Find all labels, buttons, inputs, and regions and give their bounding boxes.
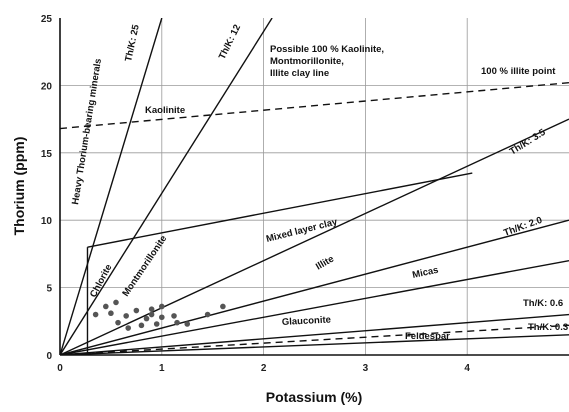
illite-point-label: 100 % illite point xyxy=(481,66,556,77)
ratio-line xyxy=(60,18,273,355)
region-chlorite: Chlorite xyxy=(88,263,115,300)
plot-frame xyxy=(59,18,569,356)
data-point xyxy=(103,303,109,310)
region-micas: Micas xyxy=(411,265,439,281)
clay-line-label: Possible 100 % Kaolinite, Montmorillonite… xyxy=(270,44,384,79)
data-point xyxy=(92,311,99,318)
y-tick-label: 20 xyxy=(41,81,53,92)
y-tick-label: 5 xyxy=(46,284,52,295)
data-point xyxy=(148,311,155,318)
y-tick-label: 10 xyxy=(41,216,53,227)
data-point xyxy=(220,303,226,310)
line-label-th-k-12: Th/K: 12 xyxy=(217,23,243,62)
ratio-lines xyxy=(60,18,569,355)
data-point xyxy=(159,314,165,321)
ratio-line xyxy=(60,259,569,355)
ratio-line xyxy=(60,18,163,355)
line-label-th-k-2-0: Th/K: 2.0 xyxy=(502,215,543,239)
data-point xyxy=(143,315,150,322)
data-point xyxy=(204,311,211,318)
data-point xyxy=(159,303,165,310)
y-tick-label: 25 xyxy=(41,14,53,25)
data-point xyxy=(115,319,121,326)
region-feldespar: Feldespar xyxy=(405,331,450,342)
x-tick-label: 2 xyxy=(261,363,267,374)
data-point xyxy=(148,306,155,312)
data-point xyxy=(174,319,180,326)
boundary-line xyxy=(87,172,473,248)
line-label-th-k-0-3: Th/K: 0.3 xyxy=(528,322,568,333)
data-points xyxy=(92,299,226,331)
y-axis-title: Thorium (ppm) xyxy=(11,137,27,236)
data-point xyxy=(125,325,132,331)
y-tick-label: 15 xyxy=(41,149,53,160)
x-axis-title: Potassium (%) xyxy=(266,389,362,405)
region-kaolinite: Kaolinite xyxy=(145,105,185,116)
line-label-th-k-25: Th/K: 25 xyxy=(123,23,142,63)
region-illite: Illite xyxy=(314,254,336,273)
dashed-line xyxy=(60,82,569,130)
data-point xyxy=(108,310,114,317)
x-tick-label: 1 xyxy=(159,363,165,374)
ratio-line xyxy=(60,313,569,355)
dashed-line xyxy=(60,324,569,355)
data-point xyxy=(153,321,160,327)
ratio-line xyxy=(60,118,569,355)
data-point xyxy=(171,313,177,319)
data-point xyxy=(113,299,119,306)
x-tick-label: 4 xyxy=(464,363,470,374)
data-point xyxy=(133,307,140,314)
region-glauconite: Glauconite xyxy=(282,314,332,328)
x-tick-label: 3 xyxy=(363,363,369,374)
region-heavy-thorium-minerals: Heavy Thorium-bearing minerals xyxy=(70,58,104,206)
data-point xyxy=(138,322,145,329)
line-label-th-k-0-6: Th/K: 0.6 xyxy=(523,298,563,309)
x-tick-label: 0 xyxy=(57,363,63,374)
data-point xyxy=(123,313,129,319)
y-tick-label: 0 xyxy=(46,351,52,362)
ratio-line xyxy=(60,219,569,355)
data-point xyxy=(184,321,191,327)
tick-labels: 0 1 2 3 4 0 5 10 15 20 25 xyxy=(41,14,471,374)
ratio-line xyxy=(60,334,569,355)
